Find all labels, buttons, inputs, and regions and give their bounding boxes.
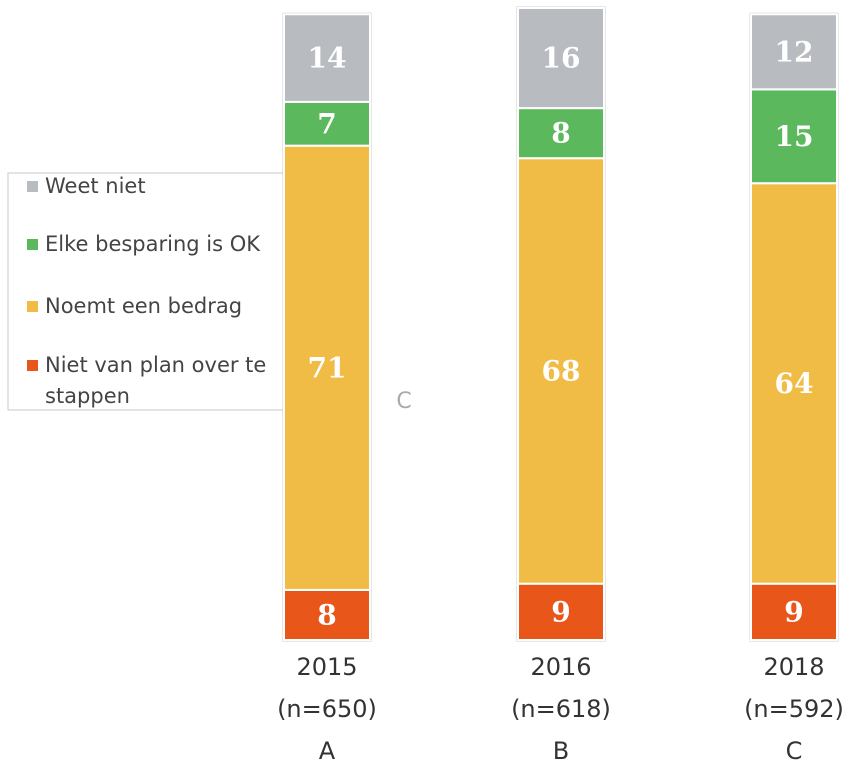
data-label: 15 (775, 120, 814, 153)
sample-size: (n=592) (744, 695, 844, 723)
x-tick-label: 2018 (763, 653, 824, 681)
legend-swatch (27, 301, 38, 312)
bar-segment (517, 7, 605, 110)
legend-swatch (27, 181, 38, 192)
data-label: 71 (308, 351, 347, 384)
legend-swatch (27, 239, 38, 250)
bar-segment (283, 13, 371, 103)
bar-segment (750, 13, 838, 91)
legend-label: Elke besparing is OK (45, 232, 261, 256)
group-label: A (319, 737, 336, 763)
bar-segment (517, 582, 605, 641)
annotation: C (396, 389, 411, 414)
data-label: 16 (542, 42, 581, 75)
data-label: 14 (308, 42, 347, 75)
legend-label: Weet niet (45, 174, 146, 198)
data-label: 8 (317, 598, 336, 631)
legend-label: Niet van plan over te stappen (45, 353, 266, 408)
data-label: 9 (784, 595, 803, 628)
data-label: 8 (551, 117, 570, 150)
sample-size: (n=650) (277, 695, 377, 723)
bar-segment (283, 100, 371, 147)
group-label: B (553, 737, 569, 763)
sample-size: (n=618) (511, 695, 611, 723)
bar-segment (517, 157, 605, 585)
bar-segment (517, 107, 605, 160)
x-tick-label: 2015 (296, 653, 357, 681)
bar-segment (750, 582, 838, 641)
legend-box (7, 172, 299, 411)
legend-label: Noemt een bedrag (45, 294, 242, 318)
data-label: 68 (542, 354, 581, 387)
x-tick-label: 2016 (530, 653, 591, 681)
group-label: C (786, 737, 803, 763)
legend-swatch (27, 360, 38, 371)
data-label: 7 (317, 107, 336, 140)
data-label: 12 (775, 35, 814, 68)
bar-segment (750, 88, 838, 185)
data-label: 9 (551, 595, 570, 628)
bar-segment (283, 144, 371, 591)
data-label: 64 (775, 367, 814, 400)
